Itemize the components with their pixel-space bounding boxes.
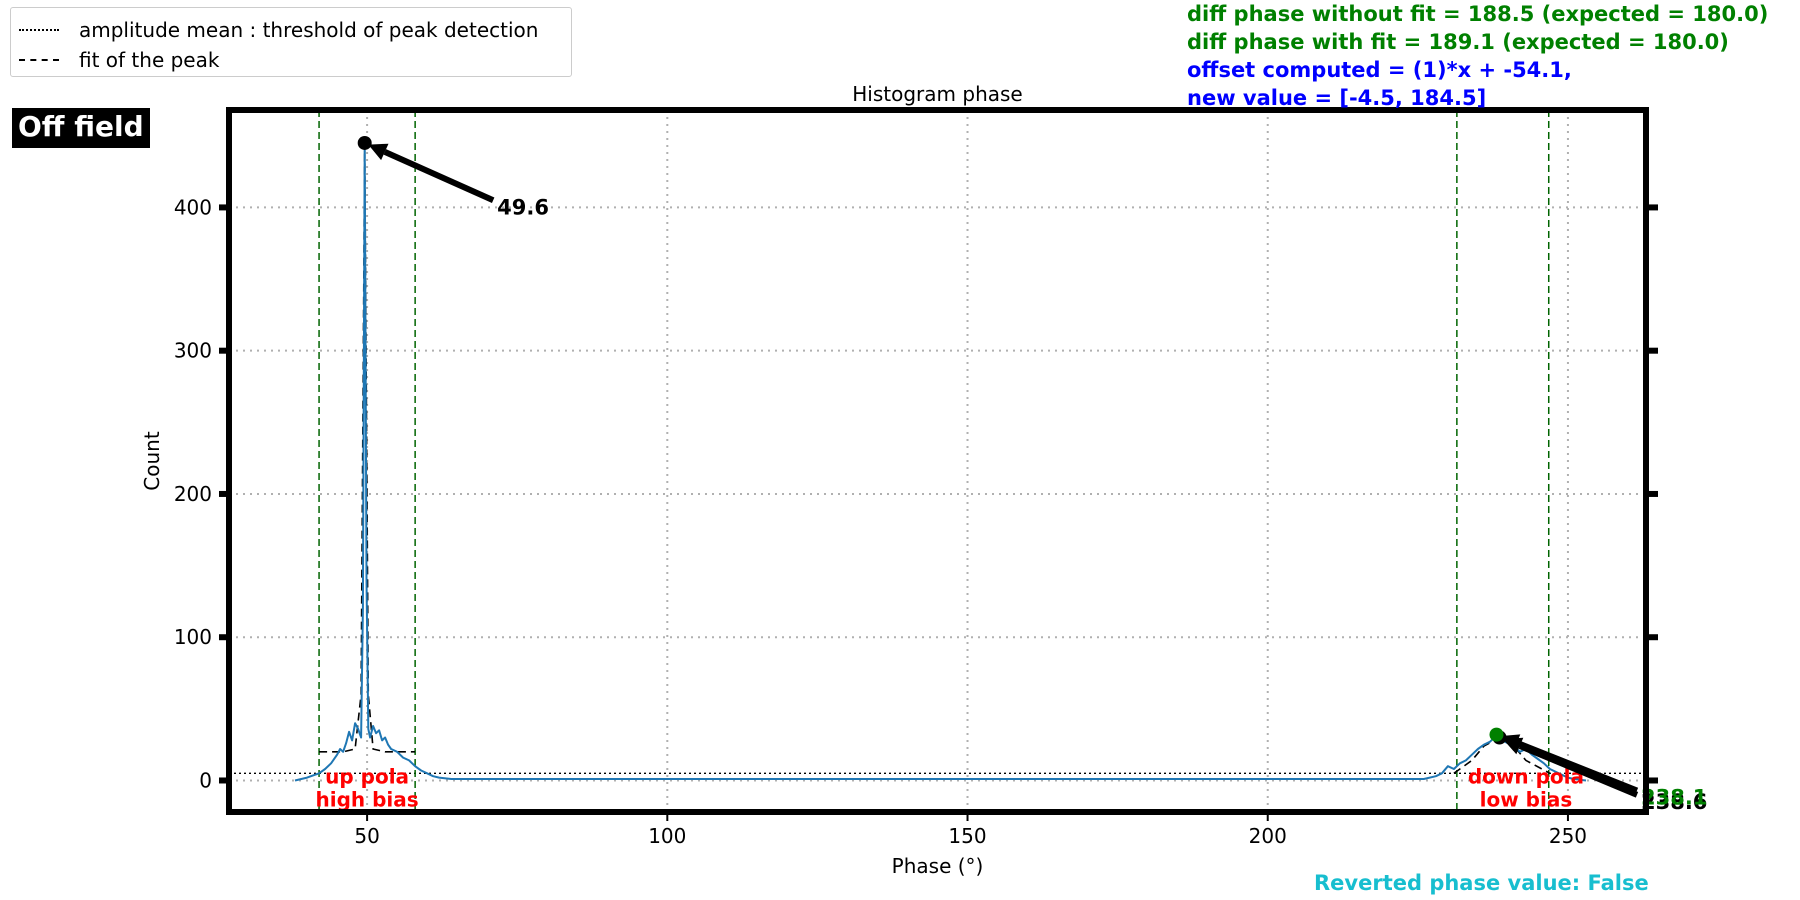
off-field-badge: Off field bbox=[12, 108, 150, 148]
legend-item-threshold: amplitude mean : threshold of peak detec… bbox=[19, 18, 538, 42]
x-tick-label: 250 bbox=[1549, 824, 1587, 848]
legend-label: amplitude mean : threshold of peak detec… bbox=[79, 18, 539, 42]
y-tick-label: 300 bbox=[174, 339, 212, 363]
y-tick-label: 200 bbox=[174, 482, 212, 506]
x-tick-label: 150 bbox=[948, 824, 986, 848]
x-tick-label: 200 bbox=[1249, 824, 1287, 848]
phase-info-block: diff phase without fit = 188.5 (expected… bbox=[1187, 0, 1768, 112]
peak-label: 49.6 bbox=[497, 195, 549, 219]
y-tick-label: 400 bbox=[174, 195, 212, 219]
chart-legend: amplitude mean : threshold of peak detec… bbox=[10, 7, 572, 77]
dotted-line-swatch bbox=[19, 29, 59, 31]
peak-arrowhead bbox=[368, 143, 389, 161]
peak-label: 238.6 bbox=[1641, 790, 1707, 814]
peak-label: 238.1 bbox=[1641, 786, 1707, 810]
dashed-line-swatch bbox=[19, 59, 59, 61]
histogram-line bbox=[294, 142, 1587, 782]
polarity-annotation: down pola bbox=[1468, 764, 1584, 788]
polarity-annotation: up pola bbox=[325, 764, 409, 788]
y-axis-label: Count bbox=[140, 431, 164, 491]
polarity-annotation: high bias bbox=[316, 787, 419, 811]
y-tick-label: 0 bbox=[199, 768, 212, 792]
offset-computed-text: offset computed = (1)*x + -54.1, bbox=[1187, 58, 1572, 82]
plot-frame bbox=[226, 107, 1649, 815]
x-axis-label: Phase (°) bbox=[892, 854, 984, 878]
new-value-text: new value = [-4.5, 184.5] bbox=[1187, 86, 1487, 110]
y-tick-label: 100 bbox=[174, 625, 212, 649]
peak-arrow bbox=[383, 149, 495, 203]
legend-label: fit of the peak bbox=[79, 48, 220, 72]
reverted-phase-text: Reverted phase value: False bbox=[1314, 871, 1649, 895]
peak-arrowhead bbox=[1500, 734, 1521, 752]
peak-arrow bbox=[1515, 739, 1639, 794]
legend-item-fit: fit of the peak bbox=[19, 48, 219, 72]
diff-phase-without-fit-text: diff phase without fit = 188.5 (expected… bbox=[1187, 2, 1769, 26]
peak-marker bbox=[357, 135, 372, 150]
x-tick-label: 100 bbox=[648, 824, 686, 848]
chart-title: Histogram phase bbox=[852, 82, 1022, 106]
polarity-annotation: low bias bbox=[1480, 787, 1573, 811]
x-tick-label: 50 bbox=[354, 824, 379, 848]
peak-marker bbox=[1489, 727, 1504, 742]
diff-phase-with-fit-text: diff phase with fit = 189.1 (expected = … bbox=[1187, 30, 1729, 54]
